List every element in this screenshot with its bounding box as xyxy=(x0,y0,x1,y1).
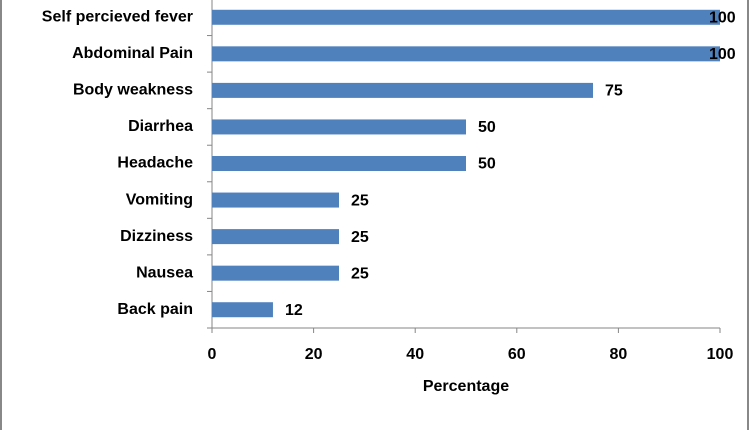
y-tick-label: Back pain xyxy=(117,301,193,318)
data-label: 75 xyxy=(605,83,623,100)
data-label: 12 xyxy=(285,302,303,319)
bar xyxy=(212,9,720,25)
x-axis-label: Percentage xyxy=(423,378,509,395)
data-label: 100 xyxy=(709,46,736,63)
bar xyxy=(212,192,339,208)
y-tick-label: Body weakness xyxy=(73,82,193,99)
bar xyxy=(212,265,339,281)
y-tick-label: Vomiting xyxy=(126,191,193,208)
x-tick-label: 100 xyxy=(707,346,734,363)
data-label: 50 xyxy=(478,156,496,173)
bar xyxy=(212,302,273,318)
x-tick-label: 0 xyxy=(208,346,217,363)
x-tick-label: 40 xyxy=(406,346,424,363)
y-tick-label: Abdominal Pain xyxy=(72,45,193,62)
y-tick-label: Dizziness xyxy=(120,228,193,245)
y-tick-label: Nausea xyxy=(136,264,193,281)
x-tick-label: 60 xyxy=(508,346,526,363)
bar xyxy=(212,46,720,62)
y-tick-label: Diarrhea xyxy=(128,118,193,135)
x-tick-label: 20 xyxy=(305,346,323,363)
data-label: 25 xyxy=(351,192,369,209)
y-tick-label: Headache xyxy=(117,155,193,172)
x-tick-label: 80 xyxy=(610,346,628,363)
data-label: 100 xyxy=(709,9,736,26)
bar xyxy=(212,119,466,135)
data-label: 50 xyxy=(478,119,496,136)
data-label: 25 xyxy=(351,265,369,282)
data-label: 25 xyxy=(351,229,369,246)
bar xyxy=(212,229,339,245)
y-tick-label: Self percieved fever xyxy=(42,8,193,25)
bar xyxy=(212,82,593,98)
bar xyxy=(212,156,466,171)
